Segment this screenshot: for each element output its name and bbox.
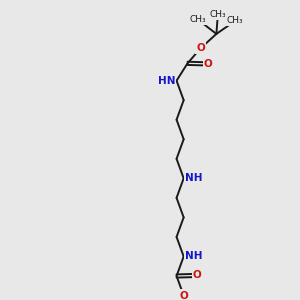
Text: NH: NH: [185, 251, 202, 262]
Text: CH₃: CH₃: [189, 15, 206, 24]
Text: O: O: [196, 43, 205, 53]
Text: NH: NH: [185, 173, 202, 183]
Text: O: O: [193, 270, 202, 280]
Text: O: O: [204, 59, 213, 69]
Text: CH₃: CH₃: [209, 10, 226, 19]
Text: CH₃: CH₃: [227, 16, 244, 26]
Text: O: O: [179, 290, 188, 300]
Text: HN: HN: [158, 76, 175, 86]
